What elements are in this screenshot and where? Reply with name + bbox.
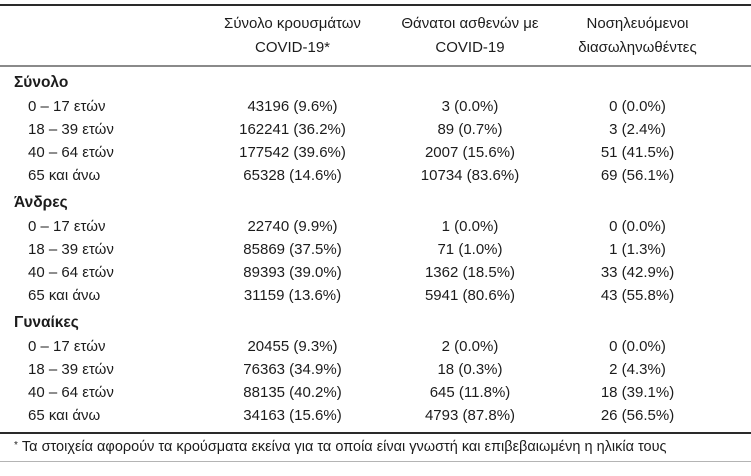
column-header-deaths-line1: Θάνατοι ασθενών με <box>401 15 539 32</box>
section-title-row: Άνδρες <box>0 191 751 215</box>
deaths-value: 2007 (15.6%) <box>424 144 516 161</box>
column-header-cases: Σύνολο κρουσμάτων COVID-19* <box>205 12 380 60</box>
footnote-text: Τα στοιχεία αφορούν τα κρούσματα εκείνα … <box>21 439 667 455</box>
column-header-intubated-line2: διασωληνωθέντες <box>578 39 697 56</box>
column-header-cases-line2: COVID-19* <box>254 39 331 56</box>
deaths-value: 71 (1.0%) <box>437 241 503 258</box>
intubated-value: 0 (0.0%) <box>609 218 666 235</box>
section-title-row: Γυναίκες <box>0 311 751 335</box>
age-group-label: 40 – 64 ετών <box>28 144 114 161</box>
intubated-value: 0 (0.0%) <box>609 338 666 355</box>
intubated-value: 33 (42.9%) <box>600 264 675 281</box>
cases-value: 34163 (15.6%) <box>243 407 342 424</box>
table-row: 40 – 64 ετών 177542 (39.6%) 2007 (15.6%)… <box>0 141 751 164</box>
deaths-value: 10734 (83.6%) <box>420 167 520 184</box>
intubated-value: 26 (56.5%) <box>600 407 675 424</box>
deaths-value: 5941 (80.6%) <box>424 287 516 304</box>
table-row: 40 – 64 ετών 88135 (40.2%) 645 (11.8%) 1… <box>0 381 751 404</box>
age-group-label: 65 και άνω <box>28 287 101 304</box>
age-group-label: 18 – 39 ετών <box>28 241 114 258</box>
table-row: 0 – 17 ετών 20455 (9.3%) 2 (0.0%) 0 (0.0… <box>0 335 751 358</box>
table-row: 65 και άνω 65328 (14.6%) 10734 (83.6%) 6… <box>0 164 751 187</box>
section-total: Σύνολο 0 – 17 ετών 43196 (9.6%) 3 (0.0%)… <box>0 71 751 187</box>
age-group-label: 0 – 17 ετών <box>28 338 106 355</box>
section-title: Γυναίκες <box>14 314 79 331</box>
table-header-row: Σύνολο κρουσμάτων COVID-19* Θάνατοι ασθε… <box>0 6 751 65</box>
cases-value: 177542 (39.6%) <box>239 144 346 161</box>
table-row: 18 – 39 ετών 85869 (37.5%) 71 (1.0%) 1 (… <box>0 238 751 261</box>
cases-value: 43196 (9.6%) <box>247 98 338 115</box>
table-row: 65 και άνω 34163 (15.6%) 4793 (87.8%) 26… <box>0 404 751 427</box>
cases-value: 22740 (9.9%) <box>247 218 338 235</box>
deaths-value: 3 (0.0%) <box>441 98 499 115</box>
deaths-value: 18 (0.3%) <box>437 361 503 378</box>
age-group-label: 65 και άνω <box>28 167 101 184</box>
intubated-value: 18 (39.1%) <box>600 384 675 401</box>
column-header-deaths-line2: COVID-19 <box>435 39 505 56</box>
deaths-value: 1 (0.0%) <box>441 218 499 235</box>
covid-age-statistics-table: Σύνολο κρουσμάτων COVID-19* Θάνατοι ασθε… <box>0 4 751 462</box>
intubated-value: 43 (55.8%) <box>600 287 675 304</box>
column-header-deaths: Θάνατοι ασθενών με COVID-19 <box>380 12 560 60</box>
cases-value: 65328 (14.6%) <box>243 167 342 184</box>
age-group-label: 18 – 39 ετών <box>28 361 114 378</box>
age-group-label: 0 – 17 ετών <box>28 218 106 235</box>
cases-value: 88135 (40.2%) <box>243 384 342 401</box>
table-footnote: * Τα στοιχεία αφορούν τα κρούσματα εκείνα… <box>0 434 751 459</box>
section-women: Γυναίκες 0 – 17 ετών 20455 (9.3%) 2 (0.0… <box>0 311 751 427</box>
deaths-value: 89 (0.7%) <box>437 121 503 138</box>
bottom-rule <box>0 461 751 462</box>
footnote-asterisk: * <box>14 440 18 451</box>
intubated-value: 69 (56.1%) <box>600 167 675 184</box>
age-group-label: 40 – 64 ετών <box>28 264 114 281</box>
cases-value: 85869 (37.5%) <box>243 241 342 258</box>
age-group-label: 0 – 17 ετών <box>28 98 106 115</box>
table-row: 18 – 39 ετών 162241 (36.2%) 89 (0.7%) 3 … <box>0 118 751 141</box>
column-header-intubated: Νοσηλευόμενοι διασωληνωθέντες <box>560 12 751 60</box>
header-rule <box>0 65 751 67</box>
table-row: 40 – 64 ετών 89393 (39.0%) 1362 (18.5%) … <box>0 261 751 284</box>
section-title-row: Σύνολο <box>0 71 751 95</box>
section-title: Σύνολο <box>14 74 69 91</box>
column-header-cases-line1: Σύνολο κρουσμάτων <box>224 15 361 32</box>
section-men: Άνδρες 0 – 17 ετών 22740 (9.9%) 1 (0.0%)… <box>0 191 751 307</box>
deaths-value: 1362 (18.5%) <box>424 264 516 281</box>
intubated-value: 51 (41.5%) <box>600 144 675 161</box>
cases-value: 76363 (34.9%) <box>243 361 342 378</box>
intubated-value: 3 (2.4%) <box>609 121 666 138</box>
deaths-value: 645 (11.8%) <box>429 384 511 401</box>
deaths-value: 2 (0.0%) <box>441 338 499 355</box>
footnote-rule <box>0 432 751 434</box>
column-header-intubated-line1: Νοσηλευόμενοι <box>586 15 689 32</box>
intubated-value: 1 (1.3%) <box>609 241 666 258</box>
age-group-label: 40 – 64 ετών <box>28 384 114 401</box>
cases-value: 89393 (39.0%) <box>243 264 342 281</box>
table-row: 18 – 39 ετών 76363 (34.9%) 18 (0.3%) 2 (… <box>0 358 751 381</box>
section-title: Άνδρες <box>14 194 68 211</box>
intubated-value: 2 (4.3%) <box>609 361 666 378</box>
table-row: 65 και άνω 31159 (13.6%) 5941 (80.6%) 43… <box>0 284 751 307</box>
cases-value: 162241 (36.2%) <box>239 121 346 138</box>
age-group-label: 65 και άνω <box>28 407 101 424</box>
deaths-value: 4793 (87.8%) <box>424 407 516 424</box>
cases-value: 20455 (9.3%) <box>247 338 338 355</box>
age-group-label: 18 – 39 ετών <box>28 121 114 138</box>
intubated-value: 0 (0.0%) <box>609 98 666 115</box>
table-row: 0 – 17 ετών 22740 (9.9%) 1 (0.0%) 0 (0.0… <box>0 215 751 238</box>
table-row: 0 – 17 ετών 43196 (9.6%) 3 (0.0%) 0 (0.0… <box>0 95 751 118</box>
top-rule <box>0 4 751 6</box>
cases-value: 31159 (13.6%) <box>243 287 342 304</box>
